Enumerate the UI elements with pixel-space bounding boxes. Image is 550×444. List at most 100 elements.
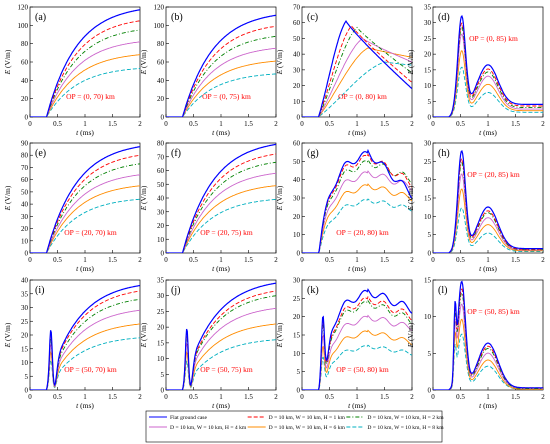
- series-line-1: [30, 146, 140, 253]
- legend-item: Flat ground case: [149, 415, 207, 421]
- y-tick-label: 20: [293, 313, 301, 321]
- series-line-2: [302, 295, 412, 390]
- x-tick-label: 0.5: [53, 393, 62, 401]
- y-tick-label: 70: [157, 153, 165, 161]
- y-tick-label: 30: [293, 66, 301, 74]
- x-tick-label: 1: [486, 393, 490, 401]
- y-tick-label: 10: [293, 350, 301, 358]
- x-tick-label: 0: [164, 120, 168, 128]
- y-tick-label: 40: [293, 176, 301, 184]
- legend-item: D = 10 km, W = 10 km, H = 4 km: [149, 425, 247, 431]
- x-tick-label: 0.5: [53, 256, 62, 264]
- y-tick-label: 0: [297, 250, 301, 258]
- y-tick-label: 20: [293, 213, 301, 221]
- x-tick-label: 0.5: [456, 256, 465, 264]
- legend-label: D = 10 km, W = 10 km, H = 1 km: [269, 415, 346, 421]
- legend-label: D = 10 km, W = 10 km, H = 2 km: [367, 415, 444, 421]
- y-tick-label: 60: [157, 59, 165, 67]
- legend-item: D = 10 km, W = 10 km, H = 1 km: [247, 415, 346, 421]
- y-tick-label: 5: [25, 373, 29, 381]
- panel-label: (k): [307, 285, 319, 296]
- y-tick-label: 35: [157, 277, 165, 285]
- op-annotation: OP = (50, 70) km: [64, 365, 117, 374]
- y-axis-label: E (V/m): [406, 185, 415, 211]
- op-annotation: OP = (50, 80) km: [336, 365, 389, 374]
- x-tick-label: 1: [219, 393, 223, 401]
- x-tick-label: 0: [164, 393, 168, 401]
- series-line-1: [433, 280, 543, 390]
- x-tick-label: 0.5: [53, 120, 62, 128]
- x-tick-label: 1: [355, 393, 359, 401]
- x-axis-label: t (ms): [479, 128, 497, 137]
- x-tick-label: 2: [410, 256, 414, 264]
- y-tick-label: 60: [293, 140, 301, 148]
- x-axis-label: t (ms): [479, 264, 497, 273]
- y-tick-label: 20: [157, 95, 165, 103]
- y-axis-label: E (V/m): [139, 322, 148, 348]
- y-tick-label: 20: [21, 225, 29, 233]
- x-tick-label: 1: [486, 120, 490, 128]
- x-tick-label: 0.5: [456, 393, 465, 401]
- x-tick-label: 2: [541, 256, 545, 264]
- y-tick-label: 100: [18, 22, 29, 30]
- y-tick-label: 30: [21, 213, 29, 221]
- op-annotation: OP = (50, 75) km: [200, 365, 253, 374]
- x-tick-label: 2: [138, 256, 142, 264]
- panel-label: (d): [438, 12, 450, 23]
- y-tick-label: 90: [21, 140, 29, 148]
- x-tick-label: 1.5: [244, 393, 253, 401]
- panel-label: (e): [35, 148, 46, 159]
- x-tick-label: 2: [410, 393, 414, 401]
- x-tick-label: 0: [28, 393, 32, 401]
- series-line-6: [302, 198, 412, 253]
- panel-label: (g): [307, 148, 319, 159]
- y-axis-label: E (V/m): [139, 49, 148, 75]
- legend-item: D = 10 km, W = 10 km, H = 6 km: [247, 425, 346, 431]
- x-tick-label: 2: [138, 393, 142, 401]
- x-tick-label: 1.5: [511, 120, 520, 128]
- panel-frame: [29, 142, 141, 254]
- y-tick-label: 15: [424, 195, 432, 203]
- y-axis-label: E (V/m): [275, 322, 284, 348]
- x-tick-label: 0.5: [189, 256, 198, 264]
- y-tick-label: 0: [161, 387, 165, 395]
- series-line-2: [30, 20, 140, 117]
- x-tick-label: 0: [300, 120, 304, 128]
- y-tick-label: 40: [21, 201, 29, 209]
- panel-frame: [432, 279, 544, 391]
- x-tick-label: 0.5: [325, 120, 334, 128]
- y-tick-label: 10: [293, 98, 301, 106]
- y-tick-label: 5: [428, 350, 432, 358]
- y-tick-label: 10: [21, 237, 29, 245]
- y-tick-label: 40: [157, 77, 165, 85]
- y-tick-label: 0: [161, 250, 165, 258]
- x-tick-label: 1.5: [108, 256, 117, 264]
- y-tick-label: 120: [18, 4, 29, 12]
- y-tick-label: 10: [21, 359, 29, 367]
- y-tick-label: 35: [21, 290, 29, 298]
- y-tick-label: 40: [21, 77, 29, 85]
- op-annotation: OP = (20, 85) km: [467, 170, 520, 179]
- y-tick-label: 60: [157, 167, 165, 175]
- y-tick-label: 70: [21, 164, 29, 172]
- y-tick-label: 80: [21, 40, 29, 48]
- panel-label: (b): [171, 12, 183, 23]
- x-axis-label: t (ms): [212, 401, 230, 410]
- op-annotation: OP = (0, 70) km: [66, 92, 115, 101]
- legend-box: [145, 410, 443, 443]
- x-tick-label: 2: [274, 393, 278, 401]
- x-axis-label: t (ms): [76, 128, 94, 137]
- series-line-1: [30, 9, 140, 117]
- y-axis-label: E (V/m): [275, 185, 284, 211]
- x-axis-label: t (ms): [348, 128, 366, 137]
- panel-label: (f): [171, 148, 181, 159]
- y-tick-label: 15: [157, 339, 165, 347]
- y-tick-label: 10: [424, 313, 432, 321]
- x-tick-label: 1.5: [244, 120, 253, 128]
